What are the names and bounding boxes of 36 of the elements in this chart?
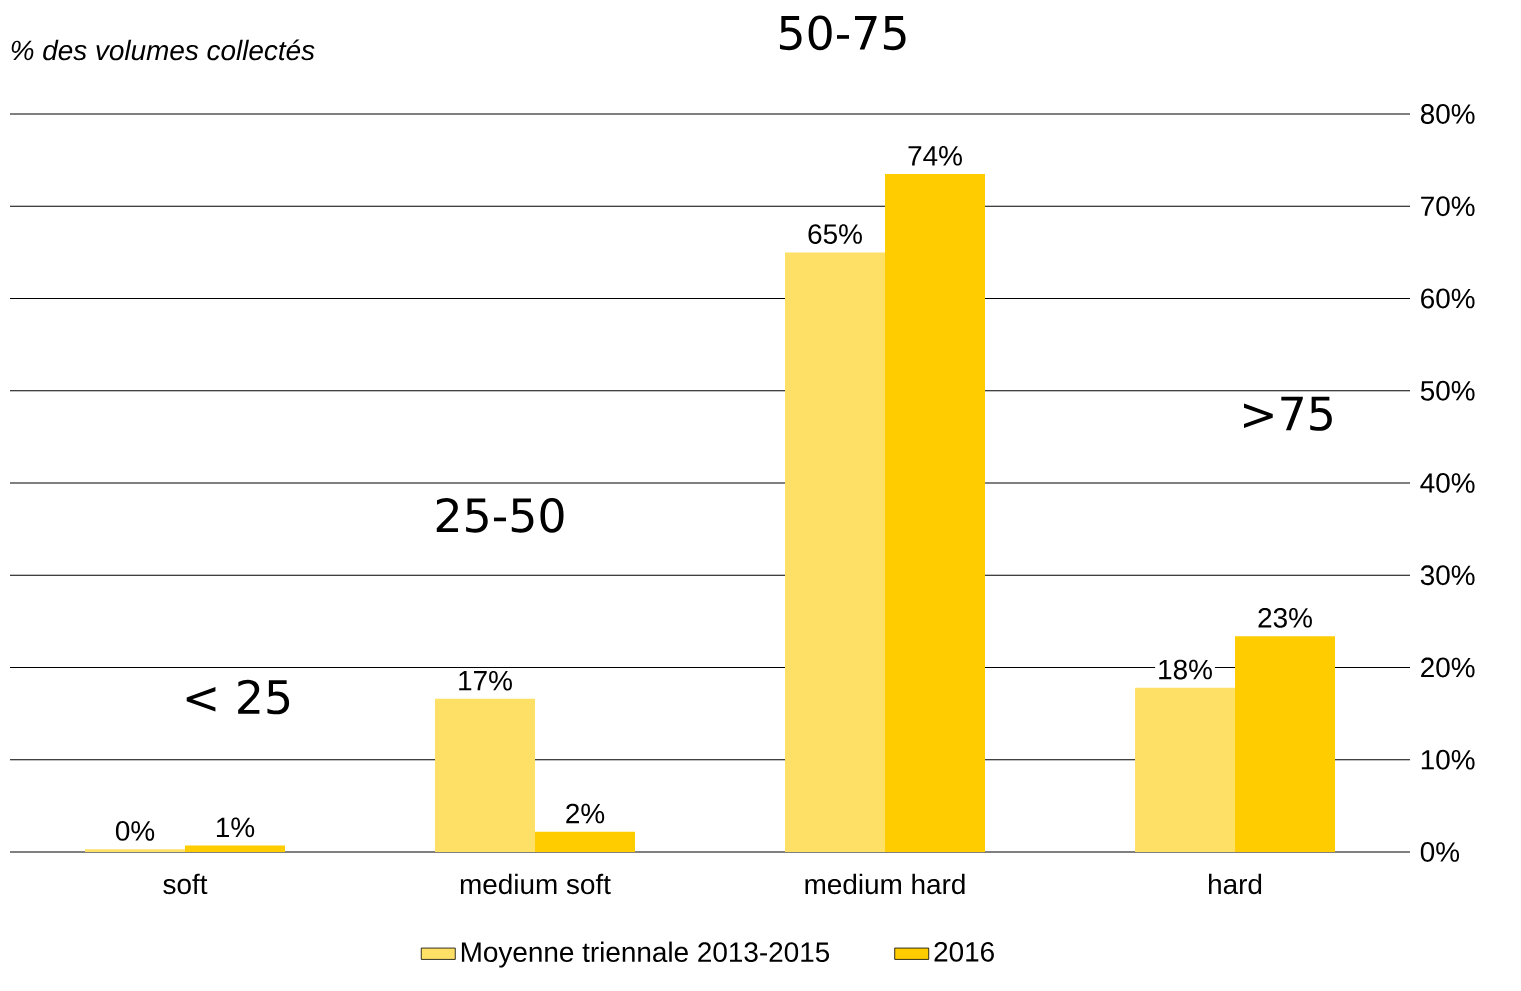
- data-label: 1%: [216, 817, 255, 838]
- bar: [435, 698, 536, 852]
- annotation: 25-50: [436, 497, 564, 533]
- y-tick-label: 10%: [1421, 749, 1475, 770]
- data-label: 2%: [566, 803, 605, 824]
- data-label: 65%: [808, 224, 862, 244]
- legend-label: Moyenne triennale 2013-2015: [461, 941, 830, 968]
- bar: [785, 252, 886, 852]
- data-label: 17%: [459, 670, 512, 691]
- legend-label: 2016: [934, 941, 994, 962]
- annotation: >75: [1244, 396, 1332, 431]
- y-tick-label: 0%: [1420, 842, 1460, 862]
- x-tick-label: soft: [163, 873, 208, 895]
- annotation: < 25: [186, 679, 290, 715]
- y-tick-label: 20%: [1421, 657, 1475, 678]
- data-label: 23%: [1258, 607, 1312, 628]
- bar: [185, 845, 285, 852]
- data-label: 18%: [1159, 659, 1212, 680]
- x-tick-label: medium soft: [460, 873, 611, 895]
- bar: [1135, 687, 1236, 852]
- bar: [535, 831, 636, 852]
- y-tick-label: 40%: [1420, 473, 1475, 493]
- y-axis-title: % des volumes collectés: [11, 39, 315, 61]
- y-tick-label: 70%: [1421, 196, 1475, 217]
- bar: [1235, 636, 1336, 852]
- bar: [85, 849, 185, 852]
- y-tick-label: 60%: [1421, 288, 1475, 309]
- bar: [885, 173, 986, 852]
- data-label: 74%: [908, 146, 962, 166]
- y-tick-label: 30%: [1420, 565, 1475, 586]
- text: 50-75: [779, 15, 906, 51]
- y-tick-label: 50%: [1420, 380, 1475, 401]
- x-tick-label: hard: [1209, 873, 1262, 895]
- x-tick-label: medium hard: [805, 873, 965, 895]
- data-label: 0%: [115, 821, 155, 841]
- y-tick-label: 80%: [1420, 104, 1475, 124]
